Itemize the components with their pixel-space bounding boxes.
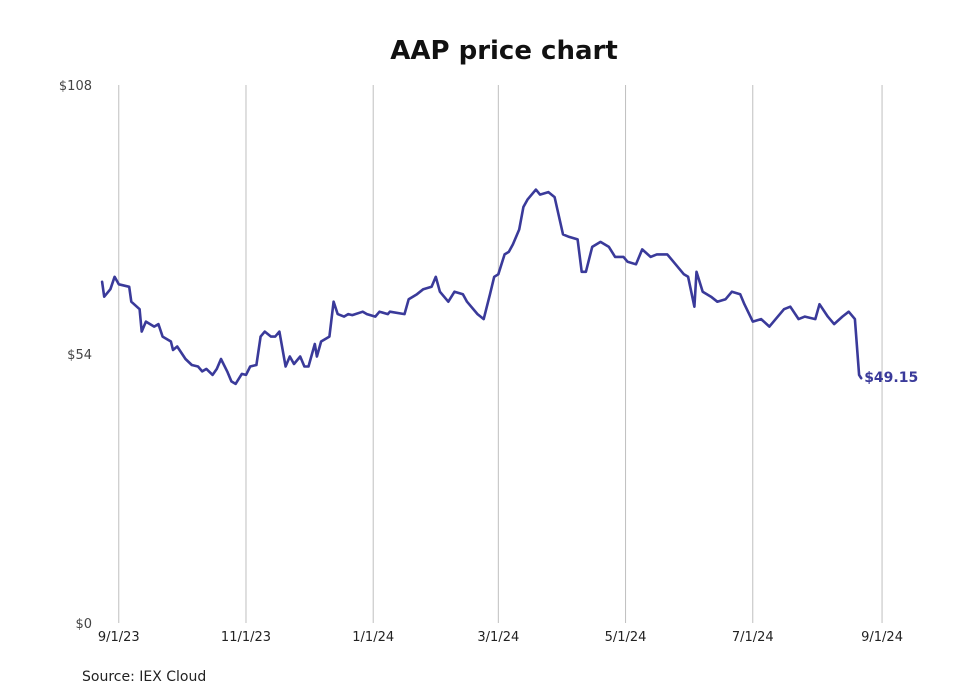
y-tick-label: $54 <box>67 348 92 363</box>
price-series <box>100 188 863 386</box>
grid-lines <box>118 85 883 623</box>
x-tick-label: 5/1/24 <box>605 630 647 645</box>
source-note: Source: IEX Cloud <box>82 669 207 685</box>
y-tick-label: $0 <box>75 617 92 632</box>
x-tick-label: 7/1/24 <box>732 630 774 645</box>
y-axis-ticks: $0 $54 $108 <box>59 79 92 632</box>
x-axis-ticks: 9/1/23 11/1/23 1/1/24 3/1/24 5/1/24 7/1/24 9/1… <box>98 630 903 645</box>
price-line <box>100 188 863 386</box>
chart-title: AAP price chart <box>390 36 618 66</box>
x-tick-label: 9/1/23 <box>98 630 140 645</box>
x-tick-label: 3/1/24 <box>477 630 519 645</box>
x-tick-label: 9/1/24 <box>861 630 903 645</box>
end-value-label: $49.15 <box>864 370 918 386</box>
x-tick-label: 11/1/23 <box>221 630 271 645</box>
x-tick-label: 1/1/24 <box>352 630 394 645</box>
y-tick-label: $108 <box>59 79 92 94</box>
